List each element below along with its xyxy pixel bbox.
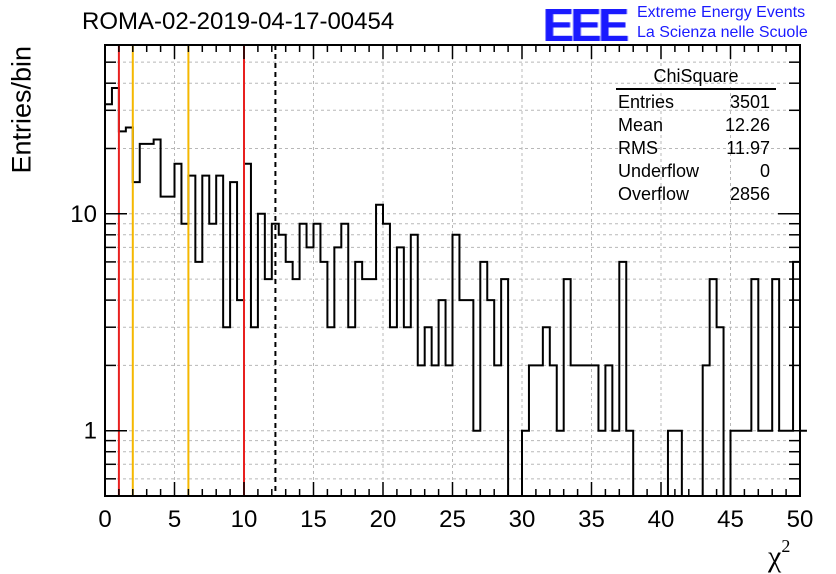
- stats-label: Mean: [618, 115, 664, 135]
- y-tick-label: 10: [70, 201, 97, 228]
- stats-value: 11.97: [726, 138, 770, 158]
- stats-value: 2856: [729, 184, 770, 204]
- x-tick-label: 5: [168, 506, 181, 533]
- stats-row: Entries 3501: [612, 92, 778, 115]
- x-tick-label: 20: [370, 506, 397, 533]
- y-tick-label: 1: [84, 418, 97, 445]
- histogram-series: [105, 87, 807, 497]
- stats-value: 12.26: [724, 115, 770, 135]
- x-tick-label: 25: [439, 506, 466, 533]
- stats-label: Overflow: [618, 184, 690, 204]
- stats-label: Entries: [618, 92, 675, 112]
- stats-value: 3501: [729, 92, 770, 112]
- x-tick-label: 50: [787, 506, 814, 533]
- x-tick-label: 15: [300, 506, 327, 533]
- x-tick-label: 0: [98, 506, 111, 533]
- x-axis-label: χ2: [768, 536, 791, 573]
- stats-row: Mean 12.26: [612, 115, 778, 138]
- stats-value: 0: [759, 161, 770, 181]
- logo-line-2: La Scienza nelle Scuole: [637, 24, 808, 41]
- stats-row: Overflow 2856: [612, 184, 778, 207]
- chart-title: ROMA-02-2019-04-17-00454: [82, 8, 395, 35]
- x-tick-label: 45: [717, 506, 744, 533]
- x-tick-label: 10: [231, 506, 258, 533]
- stats-row: Underflow 0: [612, 161, 778, 184]
- stats-row: RMS 11.97: [612, 138, 778, 161]
- stats-label: Underflow: [618, 161, 700, 181]
- x-tick-label: 35: [578, 506, 605, 533]
- stats-title: ChiSquare: [616, 66, 776, 90]
- stats-label: RMS: [618, 138, 658, 158]
- x-tick-label: 40: [648, 506, 675, 533]
- x-tick-label: 30: [509, 506, 536, 533]
- stats-box: ChiSquare Entries 3501 Mean 12.26 RMS 11.97…: [612, 66, 778, 207]
- logo-line-1: Extreme Energy Events: [637, 4, 806, 21]
- eee-logo: EEE: [543, 0, 629, 51]
- y-axis-label: Entries/bin: [6, 45, 37, 174]
